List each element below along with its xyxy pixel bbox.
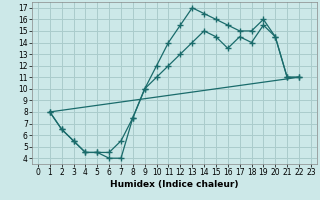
X-axis label: Humidex (Indice chaleur): Humidex (Indice chaleur) (110, 180, 239, 189)
